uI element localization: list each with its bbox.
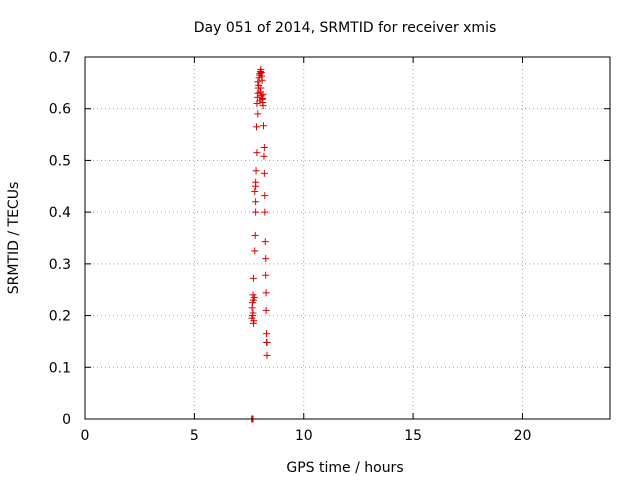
data-point: [251, 247, 259, 255]
data-point: [261, 192, 269, 200]
data-point: [263, 338, 271, 346]
data-point: [260, 152, 268, 160]
data-point: [262, 255, 270, 263]
y-tick-label: 0.7: [49, 50, 71, 66]
data-point: [260, 122, 267, 130]
data-point: [249, 309, 257, 317]
grid-lines: [85, 57, 610, 419]
data-point: [252, 167, 260, 175]
x-tick-label: 10: [295, 428, 313, 444]
y-axis-label: SRMTID / TECUs: [6, 182, 22, 295]
data-points: [248, 65, 271, 423]
data-point: [259, 102, 267, 110]
data-point: [251, 187, 259, 195]
x-tick-label: 5: [190, 428, 199, 444]
x-axis-label: GPS time / hours: [286, 460, 403, 476]
data-point: [260, 169, 268, 177]
data-point: [261, 238, 269, 246]
y-tick-label: 0.1: [49, 360, 71, 376]
x-tick-label: 20: [514, 428, 532, 444]
data-point: [251, 231, 259, 239]
y-tick-label: 0.2: [49, 309, 71, 325]
data-point: [252, 178, 260, 186]
data-point: [253, 149, 261, 157]
data-point: [262, 306, 270, 314]
data-point: [253, 123, 260, 131]
data-point: [254, 110, 262, 118]
x-tick-label: 15: [404, 428, 422, 444]
data-point: [252, 208, 260, 216]
data-point: [259, 90, 267, 98]
data-point: [261, 208, 269, 216]
data-point: [252, 198, 260, 206]
data-point: [258, 76, 266, 84]
data-point: [263, 330, 271, 338]
data-point: [257, 84, 265, 92]
data-point: [262, 289, 270, 297]
y-tick-labels: 0 0.1 0.2 0.3 0.4 0.5 0.6 0.7: [49, 50, 71, 428]
y-tick-label: 0.4: [49, 205, 71, 221]
chart-title: Day 051 of 2014, SRMTID for receiver xmi…: [194, 20, 497, 36]
data-point: [263, 351, 271, 359]
x-tick-label: 0: [81, 428, 90, 444]
plot-frame: [84, 56, 611, 420]
y-tick-label: 0.5: [49, 153, 71, 169]
x-tick-labels: 0 5 10 15 20: [81, 428, 532, 444]
data-point: [260, 144, 268, 151]
data-point: [254, 78, 262, 86]
tick-marks: [84, 56, 610, 420]
data-point: [250, 293, 258, 301]
y-tick-label: 0: [62, 412, 71, 428]
data-point: [262, 271, 270, 279]
data-point: [249, 274, 257, 282]
y-tick-label: 0.3: [49, 257, 71, 273]
data-point: [250, 317, 258, 325]
y-tick-label: 0.6: [49, 102, 71, 118]
